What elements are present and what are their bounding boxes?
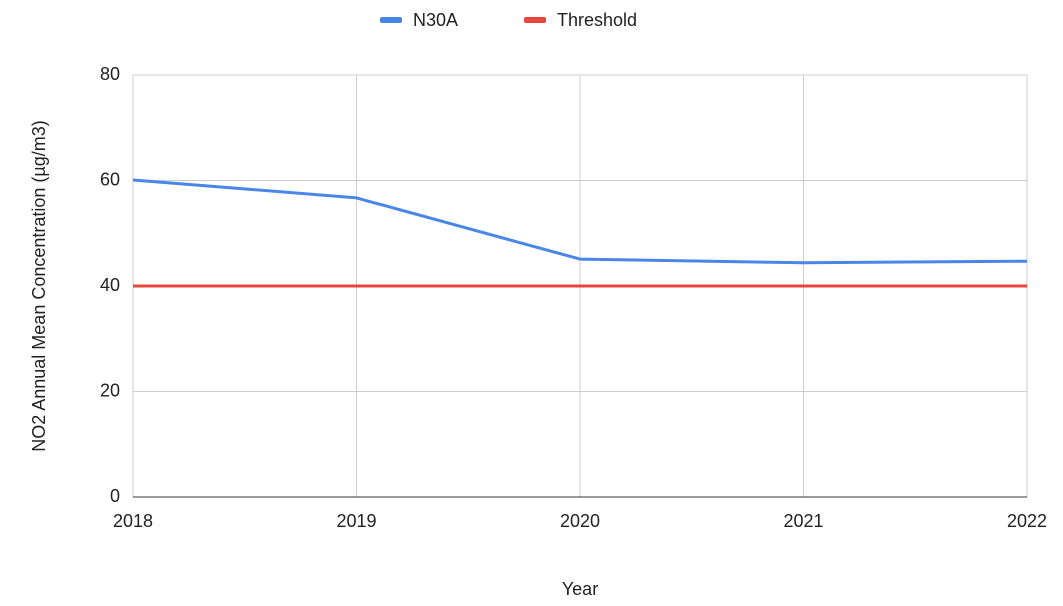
x-tick-label: 2019 (336, 511, 376, 531)
y-tick-label: 0 (110, 486, 120, 506)
x-tick-label: 2022 (1007, 511, 1047, 531)
y-tick-label: 20 (100, 380, 120, 400)
y-tick-label: 40 (100, 275, 120, 295)
y-tick-label: 60 (100, 169, 120, 189)
y-tick-label: 80 (100, 64, 120, 84)
x-tick-label: 2021 (783, 511, 823, 531)
line (132, 178, 1028, 265)
x-tick-label: 2018 (113, 511, 153, 531)
x-axis-label: Year (562, 579, 598, 599)
legend-swatch (524, 17, 546, 23)
legend-label: Threshold (557, 10, 637, 30)
x-tick-label: 2020 (560, 511, 600, 531)
y-axis-label: NO2 Annual Mean Concentration (µg/m3) (29, 120, 49, 452)
legend-swatch (380, 17, 402, 23)
legend-label: N30A (413, 10, 458, 30)
